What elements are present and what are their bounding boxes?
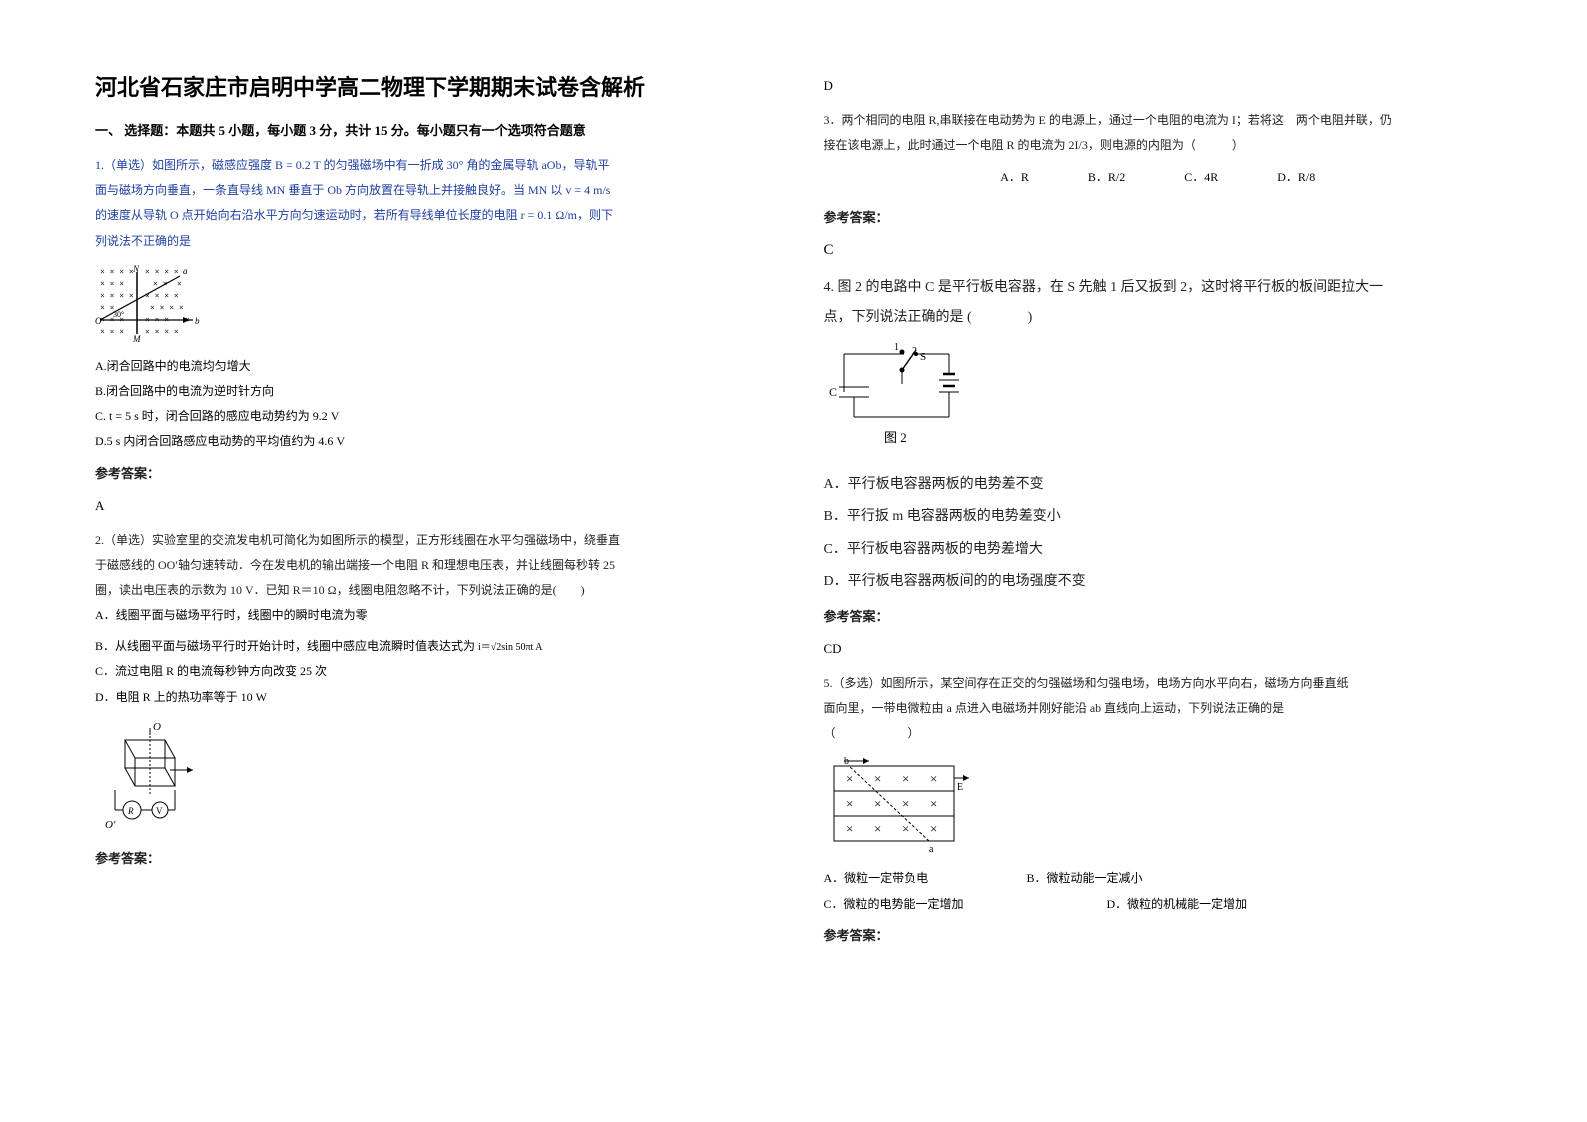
svg-text:× × × ×: × × × × [145,267,179,276]
q5-optB: B．微粒动能一定减小 [1027,871,1143,885]
q4-optD: D．平行板电容器两板间的的电场强度不变 [824,566,1493,598]
q1-diagram: × × × ×× × × × × × ×× ×× × × × ×× × × × … [95,264,764,344]
q1-ans: A [95,498,764,514]
svg-text:1: 1 [894,342,899,353]
q3-line2: 接在该电源上，此时通过一个电阻 R 的电流为 2I/3，则电源的内阻为（ ） [824,133,1493,158]
q2-ans-label: 参考答案： [95,848,764,867]
svg-text:×: × [930,796,937,811]
q4-optC: C．平行板电容器两板的电势差增大 [824,534,1493,566]
q3-cA: A．R [1000,168,1029,185]
svg-text:× × × ×: × × × × [145,327,179,336]
svg-text:B: B [194,764,195,776]
q2-optA: A．线圈平面与磁场平行时，线圈中的瞬时电流为零 [95,603,764,628]
svg-text:×: × [846,821,853,836]
svg-text:O′: O′ [105,819,116,830]
q1-optA: A.闭合回路中的电流均匀增大 [95,354,764,379]
q1-line2: 面与磁场方向垂直，一条直导线 MN 垂直于 Ob 方向放置在导轨上并接触良好。当… [95,178,764,203]
svg-text:× × ×: × × × [100,327,124,336]
svg-text:×: × [930,821,937,836]
q2-diagram: O B R V [95,720,764,830]
q5-optA: A．微粒一定带负电 [824,866,1024,891]
q5-line1: 5.（多选）如图所示，某空间存在正交的匀强磁场和匀强电场，电场方向水平向右，磁场… [824,671,1493,696]
q2-optD: D．电阻 R 上的热功率等于 10 W [95,685,764,710]
svg-text:a: a [183,266,188,276]
svg-text:×: × [874,771,881,786]
svg-text:×: × [874,796,881,811]
q1-line3: 的速度从导轨 O 点开始向右沿水平方向匀速运动时，若所有导线单位长度的电阻 r … [95,203,764,228]
q5-optC: C．微粒的电势能一定增加 [824,892,1104,917]
svg-text:N: N [132,264,140,274]
q4-line1: 4. 图 2 的电路中 C 是平行板电容器，在 S 先触 1 后又扳到 2，这时… [824,273,1493,302]
svg-text:b: b [195,316,200,326]
q5-ans-label: 参考答案： [824,925,1493,944]
svg-text:O: O [153,721,161,733]
q4-optA: A．平行板电容器两板的电势差不变 [824,469,1493,501]
q4-ans: CD [824,641,1493,657]
svg-text:×: × [846,796,853,811]
svg-text:× × × ×: × × × × [100,291,134,300]
svg-text:× × × ×: × × × × [100,267,134,276]
q3-ans-label: 参考答案： [824,207,1493,226]
svg-text:×: × [930,771,937,786]
svg-text:a: a [929,844,934,855]
q2-line3: 圈，读出电压表的示数为 10 V．已知 R＝10 Ω，线圈电阻忽略不计，下列说法… [95,578,764,603]
q3-cD: D．R/8 [1277,168,1315,185]
q4-ans-label: 参考答案： [824,606,1493,625]
q1-optB: B.闭合回路中的电流为逆时针方向 [95,379,764,404]
q2-ans: D [824,78,1493,94]
q1-ans-label: 参考答案： [95,463,764,482]
q5-diagram: ×××× ×××× ×××× b a E [824,756,1493,856]
q4-optB: B．平行扳 m 电容器两板的电势差变小 [824,501,1493,533]
q4-diagram: 1 2 S C 图 2 [824,342,1493,447]
svg-text:S: S [920,351,926,363]
svg-text:× × × ×: × × × × [150,303,184,312]
q3-ans: C [824,242,1493,259]
svg-text:M: M [132,334,141,344]
q3-cB: B．R/2 [1088,168,1125,185]
q5-optD: D．微粒的机械能一定增加 [1107,897,1248,911]
svg-text:×: × [902,821,909,836]
q1-optC: C. t = 5 s 时，闭合回路的感应电动势约为 9.2 V [95,404,764,429]
svg-text:C: C [829,385,837,399]
doc-title: 河北省石家庄市启明中学高二物理下学期期末试卷含解析 [95,70,764,102]
q3-line1: 3．两个相同的电阻 R,串联接在电动势为 E 的电源上，通过一个电阻的电流为 I… [824,108,1493,133]
q2-optB-formula: i＝√2sin 50πt A [478,642,542,653]
svg-text:图 2: 图 2 [884,430,907,445]
svg-text:R: R [127,806,134,816]
q2-line2: 于磁感线的 OO′轴匀速转动．今在发电机的输出端接一个电阻 R 和理想电压表，并… [95,553,764,578]
svg-text:×: × [874,821,881,836]
svg-text:V: V [156,806,163,816]
q3-choices: A．R B．R/2 C．4R D．R/8 [824,168,1493,185]
section-header: 一、 选择题：本题共 5 小题，每小题 3 分，共计 15 分。每小题只有一个选… [95,120,764,139]
q5-line3: （ ） [824,721,1493,746]
q3-cC: C．4R [1184,168,1218,185]
svg-text:×: × [177,279,182,288]
svg-text:× × ×: × × × [100,279,124,288]
q5-opts-row1: A．微粒一定带负电 B．微粒动能一定减小 [824,866,1493,891]
svg-text:×: × [846,771,853,786]
q4-line2: 点，下列说法正确的是 ( ) [824,303,1493,332]
q1-optD: D.5 s 内闭合回路感应电动势的平均值约为 4.6 V [95,429,764,454]
svg-text:O: O [95,316,102,326]
svg-text:30°: 30° [113,310,124,319]
svg-text:×: × [902,771,909,786]
q1-line4: 列说法不正确的是 [95,229,764,254]
q2-optB-pre: B．从线圈平面与磁场平行时开始计时，线圈中感应电流瞬时值表达式为 [95,639,475,653]
q2-optB: B．从线圈平面与磁场平行时开始计时，线圈中感应电流瞬时值表达式为 i＝√2sin… [95,634,764,659]
q2-optC: C．流过电阻 R 的电流每秒钟方向改变 25 次 [95,659,764,684]
q5-line2: 面向里，一带电微粒由 a 点进入电磁场并刚好能沿 ab 直线向上运动，下列说法正… [824,696,1493,721]
q1-line1: 1.（单选）如图所示，磁感应强度 B = 0.2 T 的匀强磁场中有一折成 30… [95,153,764,178]
svg-text:E: E [957,782,963,793]
q2-line1: 2.（单选）实验室里的交流发电机可简化为如图所示的模型，正方形线圈在水平匀强磁场… [95,528,764,553]
q5-opts-row2: C．微粒的电势能一定增加 D．微粒的机械能一定增加 [824,892,1493,917]
svg-text:×: × [902,796,909,811]
